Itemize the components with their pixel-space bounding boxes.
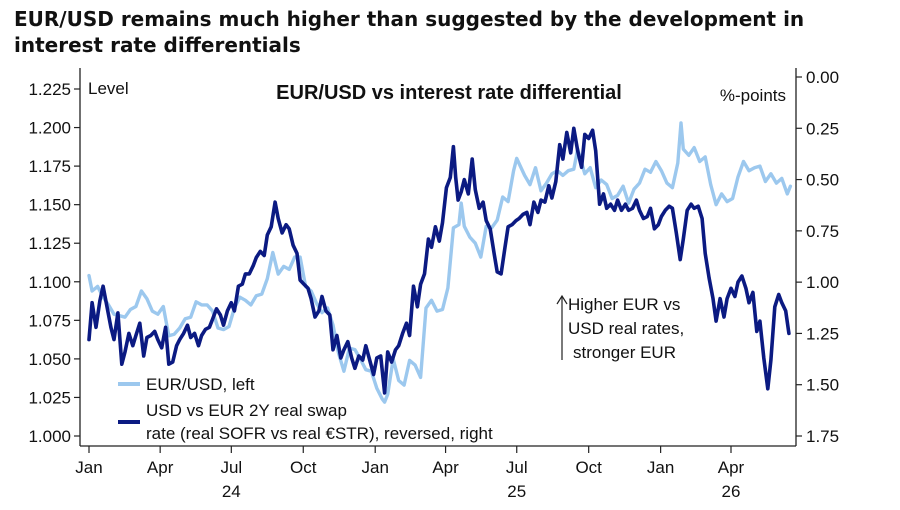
left-tick-label: 1.225: [28, 80, 71, 99]
x-year-label: 25: [507, 482, 526, 501]
left-tick-label: 1.050: [28, 350, 71, 369]
axes-layer: 1.000 1.025 1.050 1.075 1.100 1.125 1.150 1.175…: [28, 68, 839, 501]
right-tick-label: 1.75: [806, 427, 839, 446]
left-tick-label: 1.125: [28, 234, 71, 253]
x-tick-label: Jan: [75, 458, 102, 477]
left-tick-label: 1.200: [28, 119, 71, 138]
series-line-eurusd: [87, 121, 793, 404]
right-tick-label: 0.50: [806, 171, 839, 190]
right-tick-label: 0.25: [806, 119, 839, 138]
annotation: Higher EUR vs USD real rates, stronger E…: [556, 294, 684, 362]
right-tick-label: 1.25: [806, 324, 839, 343]
right-tick-label: 1.00: [806, 273, 839, 292]
left-tick-label: 1.150: [28, 196, 71, 215]
x-tick-label: Oct: [290, 458, 317, 477]
x-tick-label: Apr: [432, 458, 459, 477]
legend-label-eurusd: EUR/USD, left: [146, 375, 255, 394]
x-year-label: 26: [722, 482, 741, 501]
series-line-swap-rate: [87, 126, 791, 395]
legend-label-swap-rate-line-1: USD vs EUR 2Y real swap: [146, 401, 347, 420]
x-tick-label: Jul: [506, 458, 528, 477]
series-layer: [87, 121, 793, 404]
chart-headline: EUR/USD remains much higher than suggest…: [14, 6, 874, 58]
x-year-label: 24: [222, 482, 241, 501]
left-tick-label: 1.075: [28, 311, 71, 330]
x-tick-label: Jul: [220, 458, 242, 477]
chart-title: EUR/USD vs interest rate differential: [276, 82, 622, 104]
right-tick-label: 0.75: [806, 222, 839, 241]
left-tick-label: 1.025: [28, 388, 71, 407]
legend: EUR/USD, left USD vs EUR 2Y real swap ra…: [118, 375, 493, 443]
labels-layer: EUR/USD vs interest rate differential Le…: [88, 79, 786, 105]
annotation-arrow-head: [556, 294, 568, 305]
annotation-line-3: stronger EUR: [573, 343, 676, 362]
legend-label-swap-rate-line-2: rate (real SOFR vs real €STR), reversed,…: [146, 424, 493, 443]
x-tick-label: Jan: [361, 458, 388, 477]
left-tick-label: 1.175: [28, 157, 71, 176]
annotation-line-2: USD real rates,: [568, 319, 684, 338]
right-tick-label: 0.00: [806, 68, 839, 87]
headline-line-2: interest rate differentials: [14, 33, 301, 57]
right-axis-label: %-points: [720, 86, 786, 105]
x-tick-label: Apr: [147, 458, 174, 477]
annotation-line-1: Higher EUR vs: [568, 295, 680, 314]
left-tick-label: 1.100: [28, 273, 71, 292]
x-tick-label: Apr: [718, 458, 745, 477]
x-tick-label: Jan: [647, 458, 674, 477]
headline-line-1: EUR/USD remains much higher than suggest…: [14, 7, 805, 31]
right-tick-label: 1.50: [806, 376, 839, 395]
x-tick-label: Oct: [575, 458, 602, 477]
left-tick-label: 1.000: [28, 427, 71, 446]
left-axis-label: Level: [88, 79, 129, 98]
